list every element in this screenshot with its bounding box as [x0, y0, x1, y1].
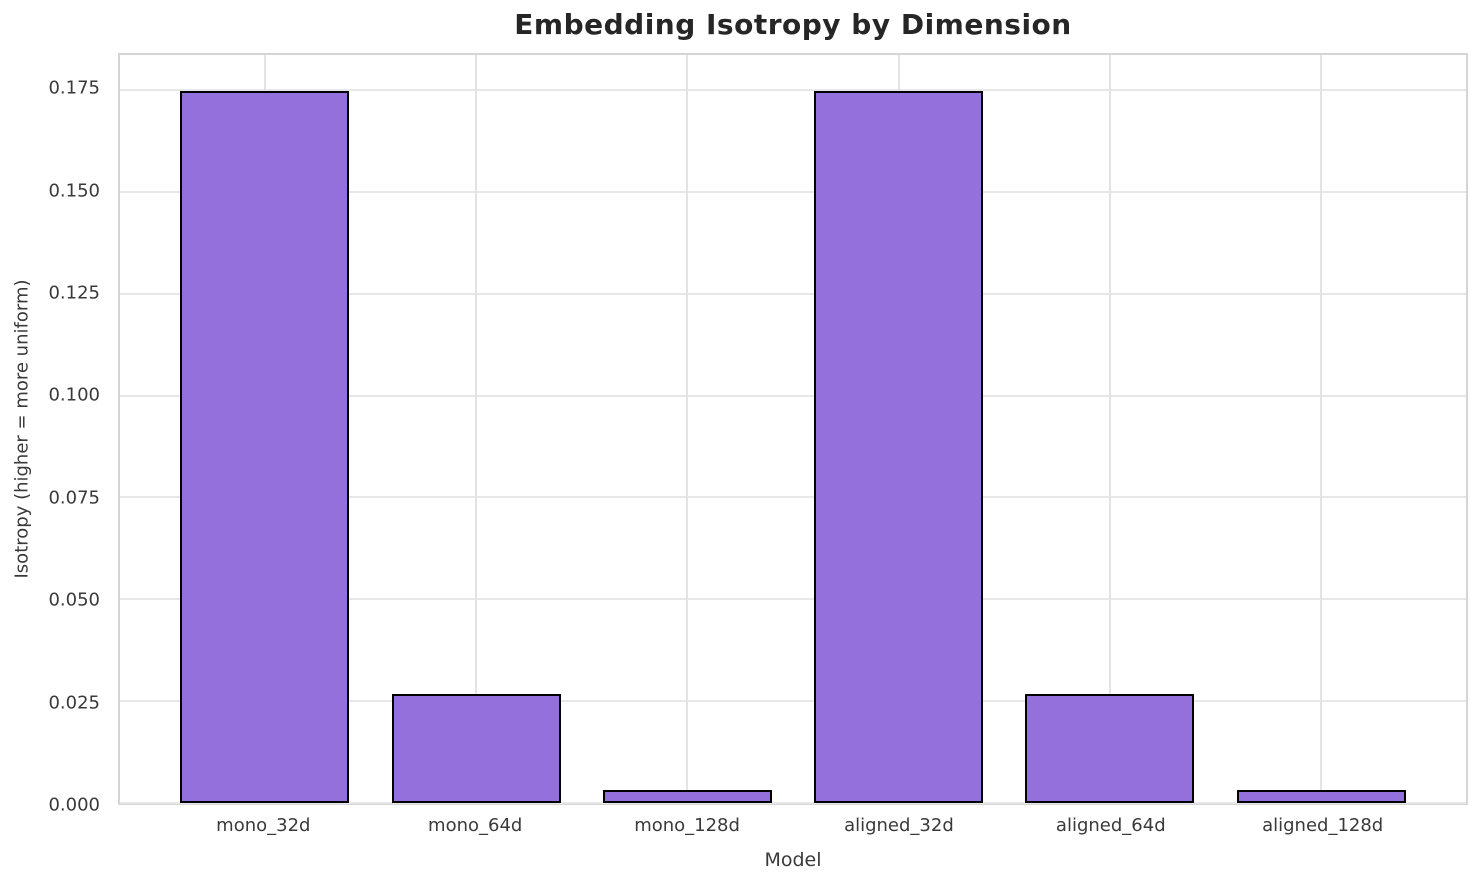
y-tick-rail: 0.000 0.025 0.050 0.075 0.100 0.125 0.150 0.175: [0, 53, 108, 816]
vertical-gridline: [686, 55, 689, 803]
y-tick-label: 0.150: [48, 180, 100, 202]
bar-mono_128d: [602, 789, 772, 803]
bar-aligned_32d: [814, 91, 984, 803]
horizontal-gridline: [120, 700, 1466, 703]
y-tick-label: 0.075: [48, 487, 100, 509]
y-tick-label: 0.050: [48, 589, 100, 611]
bar-mono_64d: [391, 693, 561, 803]
y-tick-label: 0.000: [48, 794, 100, 816]
y-tick-label: 0.025: [48, 692, 100, 714]
x-tick-label: mono_32d: [216, 815, 311, 836]
horizontal-gridline: [120, 89, 1466, 92]
x-tick-rail: mono_32d mono_64d mono_128d aligned_32d alig…: [118, 815, 1468, 841]
horizontal-gridline: [120, 190, 1466, 193]
x-tick-label: aligned_32d: [844, 815, 954, 836]
y-tick-label: 0.175: [48, 77, 100, 99]
x-tick-label: aligned_64d: [1055, 815, 1166, 836]
x-tick-label: mono_64d: [428, 815, 523, 836]
chart-title: Embedding Isotropy by Dimension: [514, 8, 1072, 41]
bar-aligned_128d: [1236, 789, 1406, 803]
vertical-gridline: [1108, 55, 1111, 803]
horizontal-gridline: [120, 292, 1466, 295]
vertical-gridline: [475, 55, 478, 803]
horizontal-gridline: [120, 802, 1466, 804]
y-tick-label: 0.100: [48, 384, 100, 406]
x-tick-label: mono_128d: [634, 815, 740, 836]
horizontal-gridline: [120, 394, 1466, 397]
horizontal-gridline: [120, 598, 1466, 601]
bar-aligned_64d: [1025, 693, 1195, 803]
x-axis-label: Model: [764, 849, 822, 871]
y-tick-label: 0.125: [48, 282, 100, 304]
vertical-gridline: [1320, 55, 1323, 803]
horizontal-gridline: [120, 496, 1466, 499]
x-tick-label: aligned_128d: [1262, 815, 1384, 836]
plot-area: [118, 53, 1468, 805]
bar-mono_32d: [180, 91, 350, 803]
